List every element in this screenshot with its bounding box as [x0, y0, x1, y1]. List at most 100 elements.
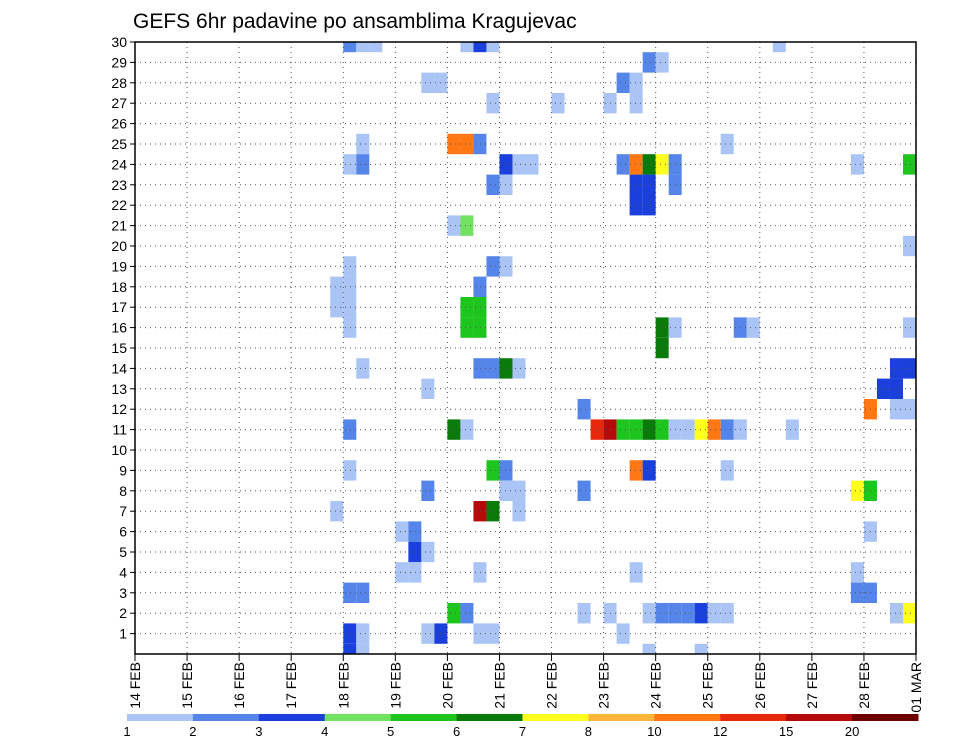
y-tick-label: 30	[111, 34, 127, 50]
legend-color-swatch	[720, 714, 787, 721]
heatmap-cell	[512, 501, 526, 522]
heatmap-cell	[694, 603, 708, 624]
heatmap-cell	[356, 582, 370, 603]
heatmap-cell	[655, 603, 669, 624]
x-tick-label: 16 FEB	[231, 662, 247, 709]
legend-color-swatch	[588, 714, 655, 721]
legend-level-label: 10	[647, 724, 661, 739]
heatmap-cell	[590, 419, 604, 440]
heatmap-cell	[421, 378, 435, 399]
heatmap-cell	[902, 235, 916, 257]
heatmap-cell	[629, 93, 643, 114]
legend-level-label: 7	[519, 724, 526, 739]
heatmap-cell	[577, 399, 591, 420]
y-tick-label: 7	[119, 503, 127, 519]
heatmap-cell	[486, 93, 500, 114]
legend-color-swatch	[192, 714, 260, 721]
heatmap-cell	[486, 460, 500, 481]
y-tick-label: 11	[112, 422, 127, 438]
x-tick-label: 28 FEB	[856, 662, 872, 709]
x-tick-label: 21 FEB	[491, 662, 507, 709]
heatmap-cell	[707, 603, 721, 624]
heatmap-cell	[850, 154, 864, 175]
y-tick-label: 26	[111, 116, 127, 132]
y-tick-label: 10	[111, 442, 127, 458]
y-tick-label: 21	[111, 218, 127, 234]
legend-level-label: 20	[845, 724, 859, 739]
heatmap-cell	[876, 378, 890, 399]
heatmap-cell	[629, 419, 643, 440]
legend-color-swatch	[852, 714, 919, 721]
y-tick-label: 17	[111, 299, 127, 315]
heatmap-cell	[616, 72, 630, 93]
heatmap-cell	[616, 154, 630, 175]
heatmap-cell	[785, 419, 799, 440]
heatmap-cell	[460, 419, 474, 440]
x-tick-label: 19 FEB	[387, 662, 403, 709]
heatmap-cell	[642, 174, 656, 195]
y-tick-label: 19	[111, 258, 127, 274]
heatmap-cell	[473, 358, 487, 379]
heatmap-cell	[486, 501, 500, 522]
x-tick-label: 23 FEB	[596, 662, 612, 709]
heatmap-cell	[707, 419, 721, 440]
heatmap-cell	[473, 317, 487, 338]
heatmap-cell	[616, 623, 630, 644]
legend-level-label: 12	[713, 724, 727, 739]
legend-color-swatch	[324, 714, 392, 721]
legend-level-label: 4	[321, 724, 328, 739]
heatmap-cell	[681, 419, 695, 440]
legend-color-swatch	[654, 714, 721, 721]
heatmap-cell	[629, 195, 643, 216]
heatmap-cell	[408, 562, 422, 583]
x-tick-label: 18 FEB	[335, 662, 351, 709]
legend-color-swatch	[390, 714, 458, 721]
x-tick-label: 14 FEB	[127, 662, 143, 709]
heatmap-cell	[486, 623, 500, 644]
heatmap-cell	[447, 133, 461, 155]
heatmap-cell	[694, 643, 708, 654]
heatmap-cell	[629, 154, 643, 175]
heatmap-cell	[486, 174, 500, 195]
heatmap-cell	[902, 603, 916, 624]
heatmap-cell	[681, 603, 695, 624]
heatmap-cell	[343, 582, 357, 603]
heatmap-cell	[356, 154, 370, 175]
heatmap-cell	[850, 562, 864, 583]
heatmap-cell	[421, 541, 435, 563]
heatmap-cell	[343, 154, 357, 175]
heatmap-cell	[330, 297, 344, 318]
heatmap-cell	[421, 623, 435, 644]
x-tick-label: 17 FEB	[283, 662, 299, 709]
x-tick-label: 15 FEB	[179, 662, 195, 709]
heatmap-cell	[356, 643, 370, 654]
heatmap-cell	[889, 378, 903, 399]
heatmap-cell	[356, 358, 370, 379]
heatmap-cell	[889, 603, 903, 624]
heatmap-cell	[720, 419, 734, 440]
heatmap-cell	[655, 337, 669, 359]
heatmap-cell	[642, 52, 656, 73]
y-tick-label: 29	[111, 54, 127, 70]
heatmap-cell	[694, 419, 708, 440]
heatmap-cell	[512, 480, 526, 501]
legend-color-swatch	[522, 714, 589, 721]
y-tick-label: 3	[119, 585, 127, 601]
heatmap-cell	[850, 480, 864, 501]
y-tick-label: 12	[111, 401, 127, 417]
y-tick-label: 20	[111, 238, 127, 254]
heatmap-cell	[616, 419, 630, 440]
heatmap-cell	[642, 419, 656, 440]
y-tick-label: 18	[111, 279, 127, 295]
y-tick-label: 5	[119, 544, 127, 560]
y-axis: 1234567891011121314151617181920212223242…	[111, 34, 135, 642]
heatmap-cell	[902, 399, 916, 420]
heatmap-cell	[655, 154, 669, 175]
legend-level-label: 6	[453, 724, 460, 739]
heatmap-cell	[850, 582, 864, 603]
heatmap-cell	[512, 154, 526, 175]
heatmap-cell	[629, 460, 643, 481]
x-tick-label: 20 FEB	[439, 662, 455, 709]
heatmap-cell	[772, 42, 786, 53]
